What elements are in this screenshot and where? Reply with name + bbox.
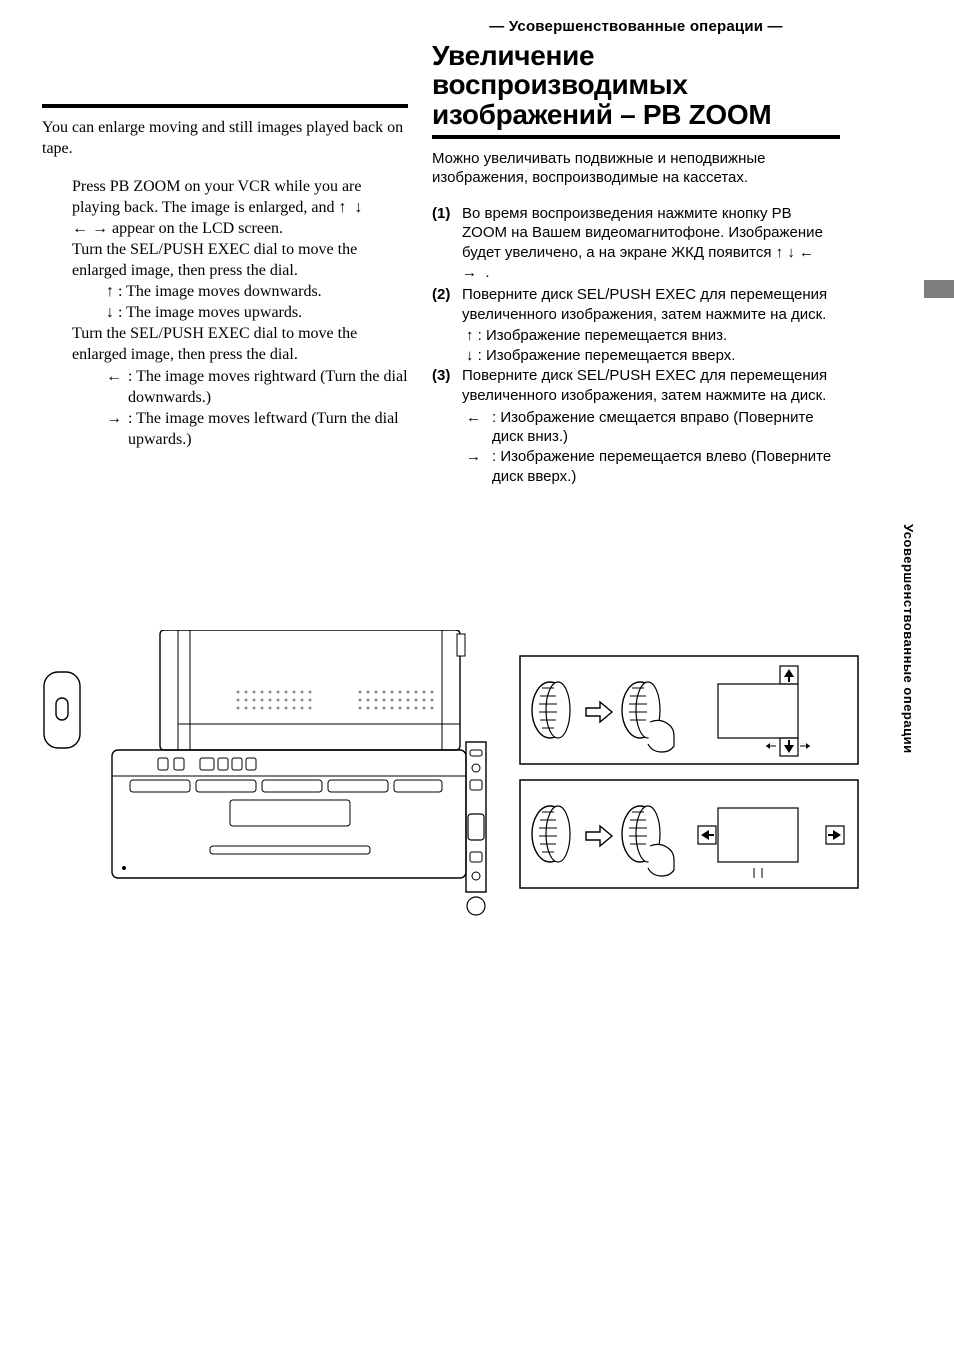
step3-right: : The image moves leftward (Turn the dia…: [128, 408, 408, 450]
right-rule: [432, 135, 840, 139]
arrow-left-icon: ←: [466, 408, 492, 448]
side-tab: [924, 280, 954, 298]
step2-up: : The image moves downwards.: [118, 283, 322, 300]
step1-ru: Во время воспроизведения нажмите кнопку …: [462, 205, 823, 262]
right-intro: Можно увеличивать подвижные и неподвижны…: [432, 149, 840, 187]
arrow-right-icon: →: [106, 408, 128, 450]
left-rule: [42, 104, 408, 108]
step1-part-b: appear on the LCD screen.: [112, 220, 283, 237]
step2-num: (2): [432, 285, 462, 325]
arrow-left-icon: ←: [106, 366, 128, 408]
side-vertical-text: Усовершенствованные операции: [901, 524, 916, 754]
step3-a: Turn the SEL/PUSH EXEC dial to move the …: [72, 323, 408, 365]
step3-ru-left: : Изображение смещается вправо (Повернит…: [492, 408, 840, 448]
step2-ru: Поверните диск SEL/PUSH EXEC для перемещ…: [462, 285, 840, 325]
vcr-icon: [112, 630, 486, 915]
step2-ru-down: : Изображение перемещается вверх.: [478, 347, 736, 364]
arrow-right-icon: →: [466, 447, 492, 487]
arrow-up-icon: ↑: [338, 199, 346, 216]
step1-part-a: Press PB ZOOM on your VCR while you are …: [72, 178, 361, 216]
illustration: [42, 630, 872, 916]
screen-panel-1: [520, 656, 858, 764]
step3-left: : The image moves rightward (Turn the di…: [128, 366, 408, 408]
arrow-up-icon: ↑: [466, 327, 474, 344]
arrow-right-icon: →: [462, 264, 477, 281]
right-overtitle: — Усовершенствованные операции —: [432, 18, 840, 35]
step3-ru: Поверните диск SEL/PUSH EXEC для перемещ…: [462, 366, 840, 406]
arrow-down-icon: ↓: [466, 347, 474, 364]
right-title: Увеличение воспроизводимых изображений –…: [432, 41, 840, 129]
arrow-left-icon: ←: [72, 220, 88, 237]
arrow-right-icon: →: [92, 220, 108, 237]
arrow-up-icon: ↑: [106, 283, 114, 300]
arrow-down-icon: ↓: [106, 304, 114, 321]
left-steps: Press PB ZOOM on your VCR while you are …: [42, 176, 408, 450]
remote-icon: [44, 672, 80, 748]
right-steps: (1) Во время воспроизведения нажмите кно…: [432, 204, 840, 487]
arrow-left-icon: ←: [799, 244, 814, 261]
screen-panel-2: [520, 780, 858, 888]
step2-down: : The image moves upwards.: [118, 304, 302, 321]
step2-a: Turn the SEL/PUSH EXEC dial to move the …: [72, 239, 408, 281]
arrow-down-icon: ↓: [354, 199, 362, 216]
left-intro: You can enlarge moving and still images …: [42, 118, 408, 160]
step3-ru-right: : Изображение перемещается влево (Поверн…: [492, 447, 840, 487]
step2-ru-up: : Изображение перемещается вниз.: [478, 327, 728, 344]
step1-num: (1): [432, 204, 462, 283]
arrow-down-icon: ↓: [787, 244, 795, 261]
step3-num: (3): [432, 366, 462, 406]
arrow-up-icon: ↑: [776, 244, 784, 261]
